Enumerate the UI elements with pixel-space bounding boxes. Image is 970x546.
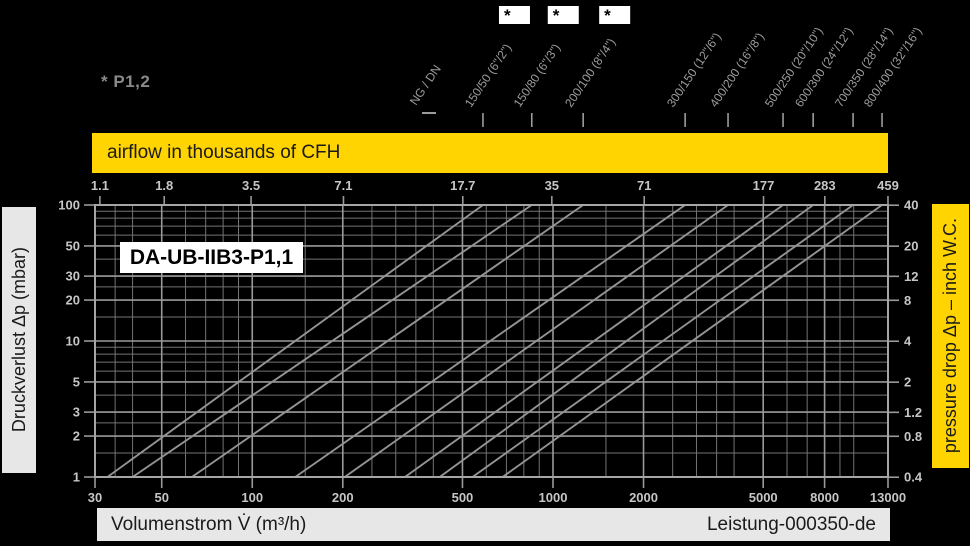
x-axis-label-bottom: 100	[241, 490, 263, 505]
size-column-header: NG / DN	[407, 62, 444, 107]
star-marker: *	[553, 6, 560, 25]
size-label: 200/100 (8"/4")	[562, 36, 618, 110]
size-label: 150/50 (6"/2")	[462, 41, 515, 110]
x-axis-label-top-cfh: 7.1	[334, 178, 352, 193]
y-axis-label-right: 8	[904, 293, 911, 308]
x-axis-label-bottom: 5000	[749, 490, 778, 505]
y-axis-label-right: 2	[904, 375, 911, 390]
right-axis-banner: pressure drop Δp – inch W.C.	[932, 204, 969, 468]
plot-frame	[94, 204, 889, 478]
flow-curve-200/100	[191, 204, 584, 478]
y-axis-label-left: 100	[58, 198, 80, 213]
x-axis-label-bottom: 13000	[870, 490, 906, 505]
y-axis-label-right: 0.8	[904, 429, 922, 444]
left-axis-banner: Druckverlust Δp (mbar)	[2, 207, 36, 473]
flow-curve-600/300	[439, 204, 814, 478]
bottom-axis-banner: Volumenstrom V̇ (m³/h) Leistung-000350-d…	[97, 508, 890, 541]
footnote-p12: * P1,2	[101, 72, 151, 91]
x-axis-label-bottom: 500	[452, 490, 474, 505]
x-axis-label-bottom: 50	[154, 490, 168, 505]
y-axis-label-right: 0.4	[904, 470, 923, 485]
doc-reference: Leistung-000350-de	[706, 513, 876, 535]
x-axis-label-top-cfh: 1.8	[155, 178, 173, 193]
x-axis-label-bottom: 1000	[539, 490, 568, 505]
y-axis-label-left: 10	[66, 334, 80, 349]
top-axis-banner: airflow in thousands of CFH	[92, 133, 888, 173]
y-axis-label-right: 1.2	[904, 405, 922, 420]
x-axis-label-top-cfh: 17.7	[450, 178, 475, 193]
y-axis-label-left: 3	[73, 405, 80, 420]
top-axis-banner-label: airflow in thousands of CFH	[107, 142, 341, 163]
x-axis-label-bottom: 2000	[629, 490, 658, 505]
left-axis-banner-label: Druckverlust Δp (mbar)	[8, 247, 29, 433]
flow-curve-500/250	[404, 204, 784, 478]
star-marker: *	[504, 6, 511, 25]
y-axis-label-left: 5	[73, 374, 80, 389]
y-axis-label-left: 50	[66, 238, 80, 253]
y-axis-label-left: 30	[66, 269, 80, 284]
model-label: DA-UB-IIB3-P1,1	[129, 245, 294, 269]
right-axis-banner-label: pressure drop Δp – inch W.C.	[940, 218, 960, 454]
x-axis-label-top-cfh: 35	[545, 178, 559, 193]
flow-curve-700/350	[471, 204, 854, 478]
star-marker: *	[604, 6, 611, 25]
x-axis-label-bottom: 200	[332, 490, 354, 505]
flow-curve-150/80	[132, 204, 533, 478]
y-axis-label-right: 20	[904, 239, 918, 254]
y-axis-label-left: 1	[73, 470, 80, 485]
x-axis-label-top-cfh: 3.5	[242, 178, 260, 193]
y-axis-label-left: 2	[73, 429, 80, 444]
flow-curve-800/400	[502, 204, 883, 478]
flow-curve-300/150	[294, 204, 686, 478]
x-axis-label-top-cfh: 177	[753, 178, 775, 193]
star-marker-box	[599, 6, 631, 24]
x-axis-label-bottom: 8000	[810, 490, 839, 505]
bottom-axis-banner-label: Volumenstrom V̇ (m³/h)	[111, 513, 307, 535]
y-axis-label-right: 40	[904, 198, 918, 213]
y-axis-label-right: 4	[904, 334, 912, 349]
flow-curve-400/200	[344, 204, 729, 478]
size-label: 150/80 (6"/3")	[511, 41, 564, 110]
x-axis-label-top-cfh: 459	[877, 178, 899, 193]
model-label-box: DA-UB-IIB3-P1,1	[120, 242, 303, 273]
star-marker-box	[498, 6, 530, 24]
x-axis-label-top-cfh: 283	[814, 178, 836, 193]
y-axis-label-right: 12	[904, 269, 918, 284]
x-axis-label-bottom: 30	[88, 490, 102, 505]
star-marker-box	[547, 6, 579, 24]
y-axis-label-left: 20	[66, 293, 80, 308]
x-axis-label-top-cfh: 1.1	[91, 178, 109, 193]
flow-curve-150/50	[106, 204, 484, 478]
x-axis-label-top-cfh: 71	[637, 178, 651, 193]
